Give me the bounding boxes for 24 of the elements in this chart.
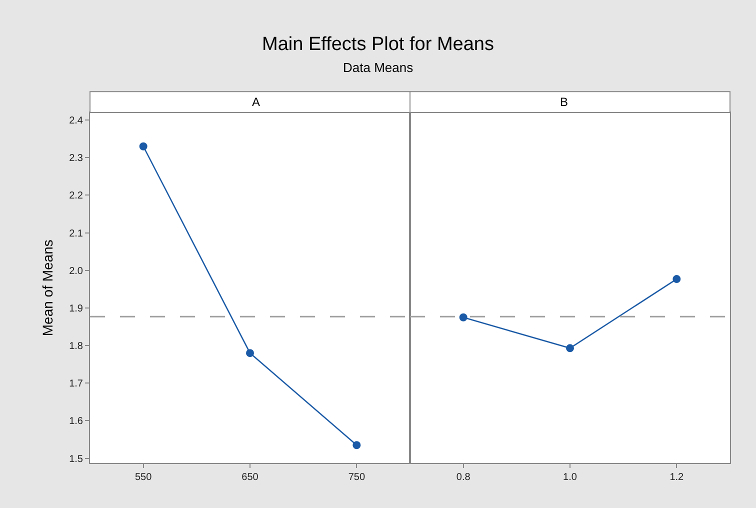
y-tick-label: 1.6 [69,416,84,428]
x-tick-label: 1.0 [563,472,578,484]
chart-title: A [252,95,260,109]
point [352,441,361,450]
x-tick-label: 1.2 [670,472,684,484]
y-tick-label: 1.9 [69,303,84,314]
chart-title: B [560,95,568,109]
x-tick-label: 0.8 [456,472,471,484]
y-tick-label: 1.8 [69,341,84,352]
y-axis-title: Mean of Means [40,240,56,336]
y-tick-label: 1.7 [69,378,84,390]
x-tick-label: 750 [348,472,366,484]
y-tick-label: 2.2 [69,190,84,202]
point [139,142,148,150]
x-tick-label: 550 [134,472,152,484]
y-tick-label: 2.4 [69,116,84,127]
y-tick-label: 1.5 [69,454,84,465]
text: Data Means [343,60,414,75]
y-tick-label: 2.1 [69,228,84,240]
y-tick-label: 2.3 [69,153,84,164]
text: Main Effects Plot for Means [262,34,494,55]
y-tick-label: 2.0 [69,266,84,277]
point [246,349,254,358]
x-tick-label: 650 [242,472,259,484]
